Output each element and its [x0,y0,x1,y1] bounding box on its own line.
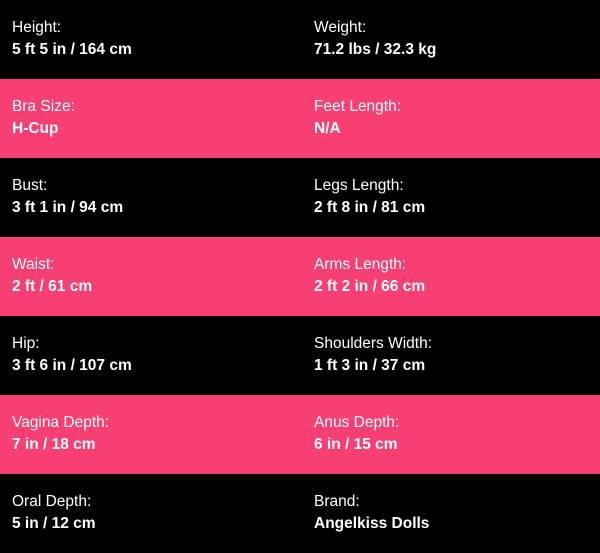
spec-cell: Legs Length: 2 ft 8 in / 81 cm [302,158,600,237]
spec-value: N/A [314,120,341,137]
spec-row: Bust: 3 ft 1 in / 94 cm Legs Length: 2 ft 8… [0,158,600,237]
spec-cell: Arms Length: 2 ft 2 in / 66 cm [302,237,600,316]
spec-cell: Hip: 3 ft 6 in / 107 cm [0,316,302,395]
spec-value: 5 in / 12 cm [12,515,96,532]
spec-label: Brand: [314,493,360,510]
spec-value: 2 ft / 61 cm [12,278,93,295]
spec-value: 6 in / 15 cm [314,436,398,453]
spec-label: Bust: [12,177,48,194]
spec-cell: Bra Size: H-Cup [0,79,302,158]
spec-value: 71.2 lbs / 32.3 kg [314,41,437,58]
spec-label: Feet Length: [314,98,402,115]
spec-value: 3 ft 6 in / 107 cm [12,357,132,374]
spec-cell: Weight: 71.2 lbs / 32.3 kg [302,0,600,79]
spec-label: Weight: [314,19,367,36]
spec-row: Oral Depth: 5 in / 12 cm Brand: Angelkiss D… [0,474,600,553]
spec-label: Vagina Depth: [12,414,110,431]
spec-label: Arms Length: [314,256,407,273]
spec-row: Waist: 2 ft / 61 cm Arms Length: 2 ft 2 in … [0,237,600,316]
spec-label: Bra Size: [12,98,75,115]
spec-row: Bra Size: H-Cup Feet Length: N/A [0,79,600,158]
spec-row: Vagina Depth: 7 in / 18 cm Anus Depth: 6 in… [0,395,600,474]
spec-cell: Bust: 3 ft 1 in / 94 cm [0,158,302,237]
spec-cell: Anus Depth: 6 in / 15 cm [302,395,600,474]
spec-value: 2 ft 8 in / 81 cm [314,199,426,216]
spec-value: 5 ft 5 in / 164 cm [12,41,132,58]
spec-row: Height: 5 ft 5 in / 164 cm Weight: 71.2 lbs… [0,0,600,79]
spec-label: Shoulders Width: [314,335,433,352]
spec-label: Legs Length: [314,177,404,194]
spec-value: 7 in / 18 cm [12,436,96,453]
spec-value: 2 ft 2 in / 66 cm [314,278,426,295]
spec-cell: Shoulders Width: 1 ft 3 in / 37 cm [302,316,600,395]
spec-cell: Vagina Depth: 7 in / 18 cm [0,395,302,474]
spec-value: H-Cup [12,120,59,137]
spec-row: Hip: 3 ft 6 in / 107 cm Shoulders Width: 1 … [0,316,600,395]
spec-label: Anus Depth: [314,414,400,431]
spec-value: Angelkiss Dolls [314,515,430,532]
spec-value: 1 ft 3 in / 37 cm [314,357,426,374]
spec-label: Hip: [12,335,40,352]
spec-label: Oral Depth: [12,493,92,510]
spec-cell: Height: 5 ft 5 in / 164 cm [0,0,302,79]
spec-value: 3 ft 1 in / 94 cm [12,199,124,216]
spec-cell: Brand: Angelkiss Dolls [302,474,600,553]
spec-label: Waist: [12,256,55,273]
spec-label: Height: [12,19,62,36]
spec-cell: Feet Length: N/A [302,79,600,158]
spec-cell: Oral Depth: 5 in / 12 cm [0,474,302,553]
spec-cell: Waist: 2 ft / 61 cm [0,237,302,316]
